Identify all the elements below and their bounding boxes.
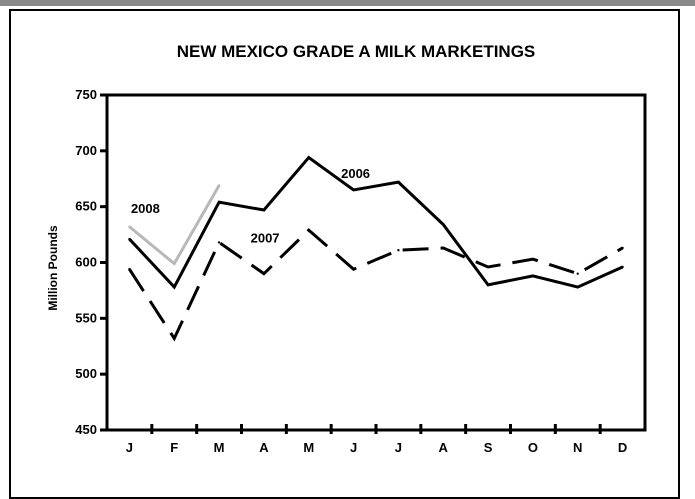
data-point-2006 — [531, 274, 535, 278]
chart-title: NEW MEXICO GRADE A MILK MARKETINGS — [177, 42, 536, 61]
series-line-2007 — [128, 228, 624, 342]
data-point-2007 — [621, 246, 624, 250]
y-tick-label: 750 — [75, 87, 97, 102]
data-point-2007 — [576, 272, 579, 275]
y-tick-label: 650 — [75, 199, 97, 214]
series-line-2006 — [128, 155, 624, 290]
x-tick-label: J — [350, 440, 357, 455]
data-point-2007 — [173, 337, 176, 340]
data-point-2006 — [173, 285, 176, 289]
series-label-2008: 2008 — [131, 201, 160, 216]
y-tick-label: 450 — [75, 422, 97, 437]
x-tick-label: N — [573, 440, 582, 455]
data-point-2006 — [352, 188, 355, 192]
x-tick-label: O — [528, 440, 538, 455]
data-point-2008 — [217, 184, 221, 187]
data-point-2007 — [397, 249, 400, 252]
series-label-2007: 2007 — [251, 230, 280, 245]
series-label-2006: 2006 — [341, 166, 370, 181]
x-tick-label: M — [214, 440, 225, 455]
data-point-2007 — [531, 257, 535, 261]
data-point-2006 — [262, 208, 266, 212]
y-tick-label: 600 — [75, 255, 97, 270]
x-tick-label: A — [439, 440, 449, 455]
milk-marketings-chart: NEW MEXICO GRADE A MILK MARKETINGS Milli… — [46, 42, 647, 455]
data-point-2006 — [621, 265, 624, 269]
y-tick-label: 550 — [75, 310, 97, 325]
y-axis-label: Million Pounds — [46, 225, 60, 311]
data-point-2006 — [397, 180, 400, 184]
data-point-2006 — [217, 201, 221, 204]
x-tick-label: J — [395, 440, 402, 455]
x-tick-label: J — [126, 440, 133, 455]
data-point-2006 — [442, 223, 445, 226]
data-point-2007 — [217, 241, 221, 244]
top-border-bar — [0, 0, 695, 6]
x-tick-label: F — [170, 440, 178, 455]
data-point-2006 — [486, 283, 490, 287]
y-tick-label: 500 — [75, 366, 97, 381]
x-tick-label: D — [618, 440, 627, 455]
x-tick-label: S — [484, 440, 493, 455]
x-tick-label: M — [303, 440, 314, 455]
data-point-2007 — [262, 272, 266, 275]
data-point-2008 — [128, 225, 131, 228]
data-point-2007 — [486, 265, 490, 269]
data-point-2008 — [173, 262, 176, 265]
y-tick-label: 700 — [75, 143, 97, 158]
data-point-2007 — [352, 268, 355, 271]
data-point-2006 — [128, 237, 131, 241]
x-tick-label: A — [259, 440, 269, 455]
data-point-2006 — [576, 285, 579, 289]
data-point-2006 — [307, 156, 310, 159]
data-point-2007 — [307, 228, 310, 232]
data-point-2007 — [442, 246, 445, 250]
data-point-2007 — [128, 268, 131, 271]
